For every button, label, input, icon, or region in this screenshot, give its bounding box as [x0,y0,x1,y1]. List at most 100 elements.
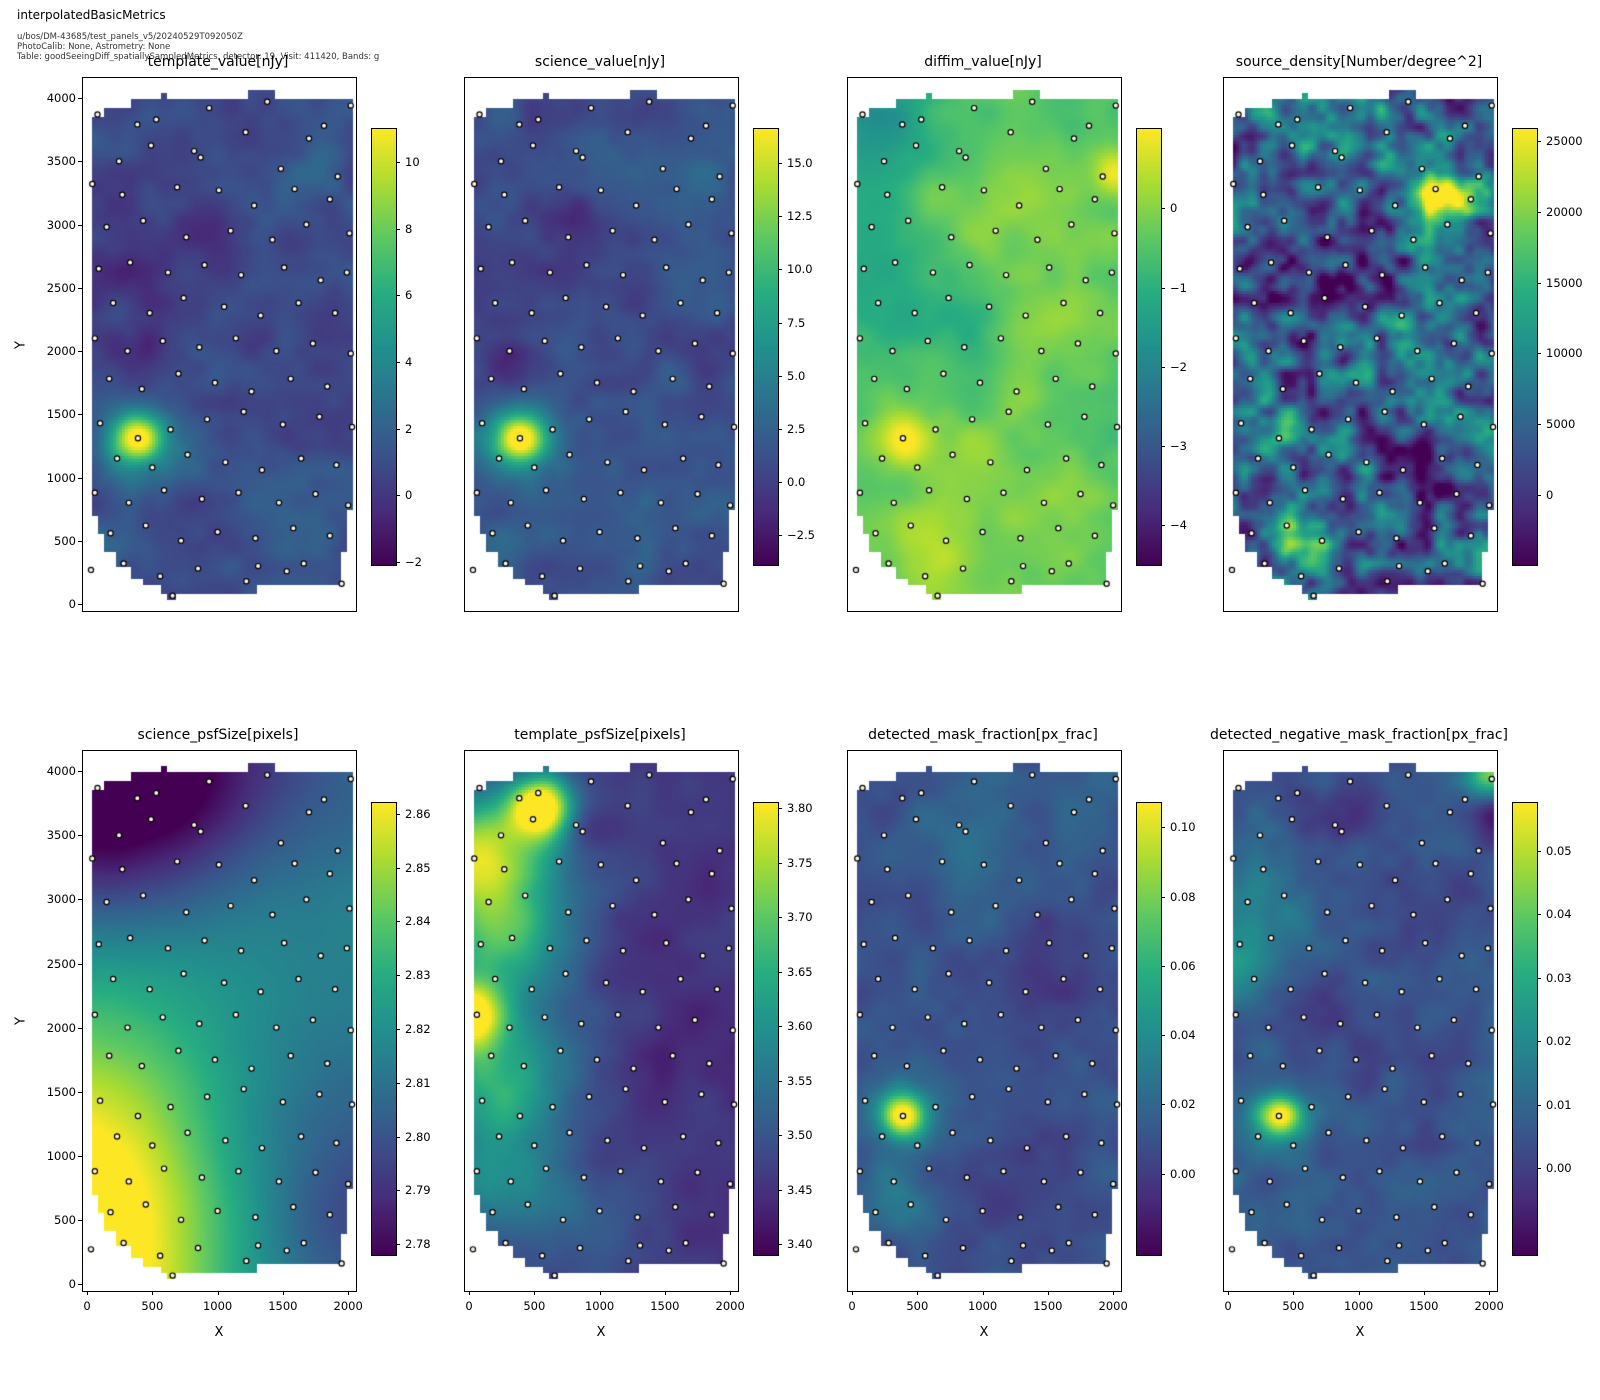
panel-title: science_value[nJy] [534,54,666,70]
colorbar-tick-label: 3.70 [787,910,813,925]
colorbar-tick-mark [396,495,400,497]
heatmap-plot: 0 500 1000 1500 2000 2500 3000 3500 4000 Y [14,77,357,612]
heatmap-plot [464,77,739,612]
x-tick-label: 0 [465,1299,473,1313]
colorbar-tick-label: −3 [1170,439,1187,454]
x-tick-label: 0 [83,1299,91,1313]
x-tick-label: 500 [1282,1299,1305,1313]
heatmap-canvas [83,751,356,1291]
colorbar-tick-mark [1161,1035,1165,1037]
colorbar-canvas [753,802,779,1256]
colorbar-tick-mark [1161,1173,1165,1175]
colorbar-tick-label: 8 [405,221,413,236]
y-tick-mark [78,540,82,542]
x-tick-mark [1113,1291,1115,1295]
colorbar-tick-mark [778,428,782,430]
colorbar-tick-mark [396,867,400,869]
colorbar-tick-mark [778,971,782,973]
colorbar-tick-mark [778,535,782,537]
x-tick-label: 1500 [268,1299,298,1313]
colorbar: 0 −1 −2 −3 −4 [1136,128,1187,566]
colorbar-tick-mark [1161,446,1165,448]
panel-science-psfsize: science_psfSize[pixels] 0 500 1000 1500 2000… [14,727,431,1340]
y-tick-mark [78,1091,82,1093]
y-tick-label: 1500 [46,407,76,422]
colorbar-tick-label: 2.86 [405,806,431,821]
x-axis-label: X [1355,1325,1365,1340]
colorbar-tick-mark [778,322,782,324]
colorbar-tick-label: 3.80 [787,801,813,816]
colorbar-tick-label: 3.60 [787,1019,813,1034]
panel-template-value: template_value[nJy] 0 500 1000 1500 2000 2500… [14,54,422,612]
x-tick-label: 1000 [967,1299,998,1313]
panel-title: detected_negative_mask_fraction[px_frac] [1210,727,1508,743]
colorbar-tick-label: 2.78 [405,1237,431,1252]
y-tick-mark [78,161,82,163]
colorbar-tick-mark [778,163,782,165]
y-tick-label: 0 [68,597,76,612]
colorbar-tick-mark [778,1026,782,1028]
heatmap-canvas [465,751,738,1291]
colorbar: 15.0 12.5 10.0 7.5 5.0 2.5 0.0 −2.5 [753,128,815,566]
colorbar-tick-mark [1537,1168,1541,1170]
colorbar-tick-mark [1537,977,1541,979]
x-tick-mark [1293,1291,1295,1295]
colorbar-tick-mark [396,1244,400,1246]
colorbar-tick-mark [1537,353,1541,355]
colorbar-tick-mark [778,917,782,919]
x-axis-label: X [979,1325,989,1340]
colorbar-tick-label: 0.08 [1170,889,1196,904]
colorbar-tick-mark [396,295,400,297]
y-tick-label: 1000 [46,470,76,485]
x-tick-mark [87,1291,89,1295]
colorbar-tick-label: 2.79 [405,1183,431,1198]
colorbar-tick-label: 2.82 [405,1022,431,1036]
colorbar-tick-label: 0 [1170,201,1178,216]
heatmap-plot: 0 500 1000 1500 2000 X [1223,750,1504,1340]
colorbar-tick-label: 3.40 [787,1237,813,1252]
x-tick-mark [1423,1291,1425,1295]
colorbar-tick-label: 0.04 [1170,1028,1196,1043]
colorbar-tick-label: 4 [405,354,413,369]
panel-detected-negative-mask-fraction: detected_negative_mask_fraction[px_frac]… [1210,727,1572,1340]
x-tick-label: 2000 [715,1299,745,1313]
x-tick-mark [348,1291,350,1295]
y-tick-label: 2000 [46,344,76,358]
x-tick-label: 1000 [1343,1299,1374,1313]
colorbar-tick-mark [1537,1041,1541,1043]
panel-title: science_psfSize[pixels] [137,727,299,743]
y-tick-label: 3000 [46,892,76,907]
colorbar-tick-label: 15.0 [787,156,813,171]
y-tick-mark [78,835,82,837]
figure-title: interpolatedBasicMetrics [17,8,166,22]
colorbar-canvas [371,128,397,566]
colorbar-tick-label: 3.50 [787,1128,813,1143]
colorbar-tick-label: 0 [405,488,413,503]
colorbar-tick-mark [1161,525,1165,527]
colorbar-tick-mark [396,1029,400,1030]
colorbar-tick-mark [1161,896,1165,898]
y-axis-label: Y [13,340,29,349]
colorbar-tick-mark [396,975,400,977]
colorbar-tick-mark [1161,827,1165,829]
colorbar-tick-label: 2.84 [405,914,431,929]
x-tick-label: 1500 [1033,1299,1063,1313]
colorbar-tick-label: −2 [405,554,422,569]
y-tick-mark [78,963,82,965]
colorbar-tick-mark [778,375,782,377]
y-tick-mark [78,1283,82,1285]
colorbar-tick-mark [396,162,400,164]
colorbar-tick-label: 2.81 [405,1075,431,1090]
colorbar-tick-mark [396,1136,400,1138]
heatmap-canvas [848,751,1121,1291]
colorbar-tick-mark [778,1244,782,1246]
colorbar-tick-label: 0.0 [787,475,806,490]
colorbar-tick-label: 10.0 [787,262,813,277]
colorbar-tick-label: 0.02 [1546,1034,1572,1049]
y-tick-mark [78,351,82,352]
colorbar-tick-mark [396,813,400,815]
colorbar-tick-mark [1537,424,1541,426]
x-tick-mark [1228,1291,1230,1295]
colorbar-tick-mark [1537,211,1541,213]
